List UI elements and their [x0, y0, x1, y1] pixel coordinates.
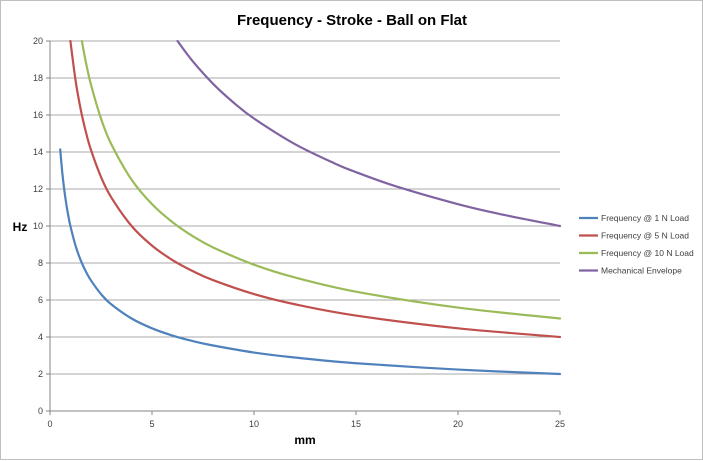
series-line-frequency-1-n-load — [59, 148, 562, 376]
x-tick-label: 15 — [351, 419, 361, 429]
y-tick-label: 12 — [33, 184, 43, 194]
x-axis-label: mm — [294, 433, 315, 447]
x-tick-label: 10 — [249, 419, 259, 429]
y-tick-label: 10 — [33, 221, 43, 231]
gridlines — [50, 40, 560, 375]
y-tick-label: 4 — [38, 332, 43, 342]
x-tick-label: 20 — [453, 419, 463, 429]
y-tick-label: 20 — [33, 36, 43, 46]
legend-label-frequency-5-n-load: Frequency @ 5 N Load — [601, 231, 689, 241]
series-line-frequency-5-n-load — [69, 39, 562, 339]
legend-label-frequency-10-n-load: Frequency @ 10 N Load — [601, 248, 694, 258]
y-axis-label: Hz — [13, 220, 28, 234]
legend-label-mechanical-envelope: Mechanical Envelope — [601, 266, 682, 276]
legend-label-frequency-1-n-load: Frequency @ 1 N Load — [601, 213, 689, 223]
series-line-mechanical-envelope — [176, 39, 562, 228]
series-line-frequency-10-n-load — [80, 39, 562, 320]
axes — [46, 40, 561, 415]
tick-labels: 0 2 4 6 8 10 12 14 16 18 20 0 5 10 15 20 25 — [33, 36, 565, 429]
series-lines — [59, 39, 562, 376]
x-tick-label: 25 — [555, 419, 565, 429]
y-tick-label: 0 — [38, 406, 43, 416]
y-tick-label: 16 — [33, 110, 43, 120]
y-tick-label: 6 — [38, 295, 43, 305]
x-tick-label: 0 — [47, 419, 52, 429]
y-tick-label: 8 — [38, 258, 43, 268]
chart-title: Frequency - Stroke - Ball on Flat — [237, 12, 467, 29]
legend: Frequency @ 1 N Load Frequency @ 5 N Load… — [579, 213, 694, 276]
y-tick-label: 18 — [33, 73, 43, 83]
y-tick-label: 2 — [38, 369, 43, 379]
y-tick-label: 14 — [33, 147, 43, 157]
x-tick-label: 5 — [149, 419, 154, 429]
